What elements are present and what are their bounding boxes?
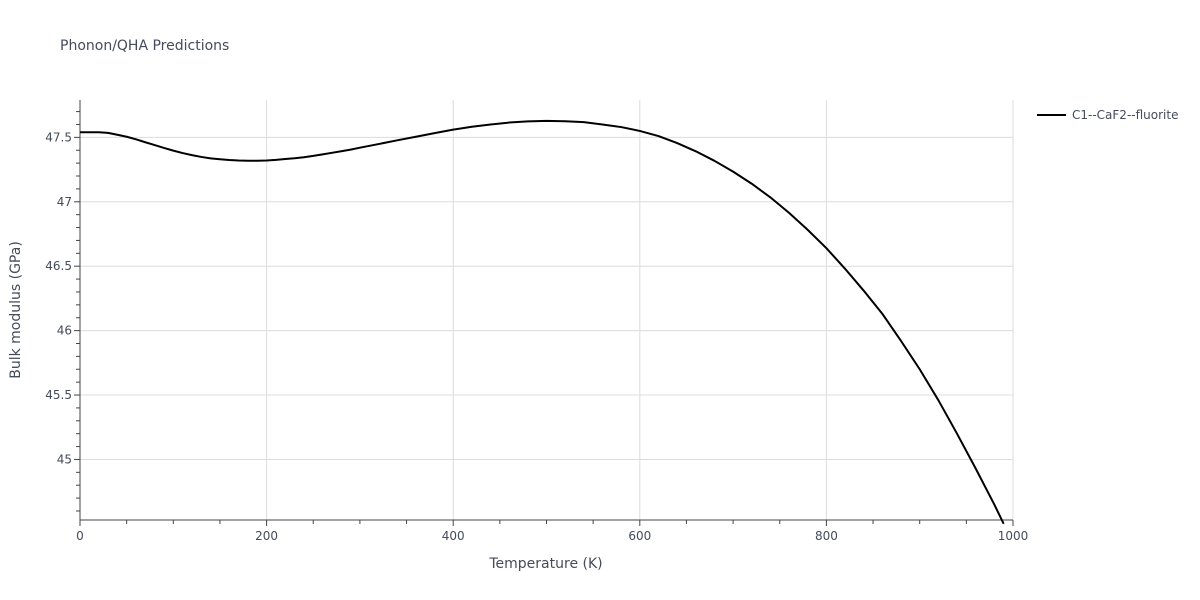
x-tick-label: 800	[815, 529, 838, 543]
y-tick-label: 47	[57, 195, 72, 209]
chart-title: Phonon/QHA Predictions	[60, 38, 229, 54]
y-tick-label: 46	[57, 324, 72, 338]
legend-label: C1--CaF2--fluorite	[1072, 108, 1178, 122]
legend[interactable]: C1--CaF2--fluorite	[1037, 108, 1178, 122]
x-tick-label: 0	[76, 529, 84, 543]
x-tick-label: 400	[442, 529, 465, 543]
x-tick-label: 200	[255, 529, 278, 543]
x-tick-label: 600	[628, 529, 651, 543]
series-line[interactable]	[80, 119, 1005, 525]
y-tick-label: 46.5	[45, 259, 72, 273]
y-tick-label: 45	[57, 452, 72, 466]
axes: 0 200 400 600 800 1000 45 45.5 46 46.5 47 47.5	[45, 100, 1028, 543]
y-axis-title: Bulk modulus (GPa)	[8, 241, 24, 379]
grid	[80, 100, 1014, 520]
x-axis-title: Temperature (K)	[488, 556, 602, 572]
x-tick-label: 1000	[998, 529, 1029, 543]
y-tick-label: 45.5	[45, 388, 72, 402]
y-tick-label: 47.5	[45, 130, 72, 144]
series-layer	[80, 119, 1005, 525]
